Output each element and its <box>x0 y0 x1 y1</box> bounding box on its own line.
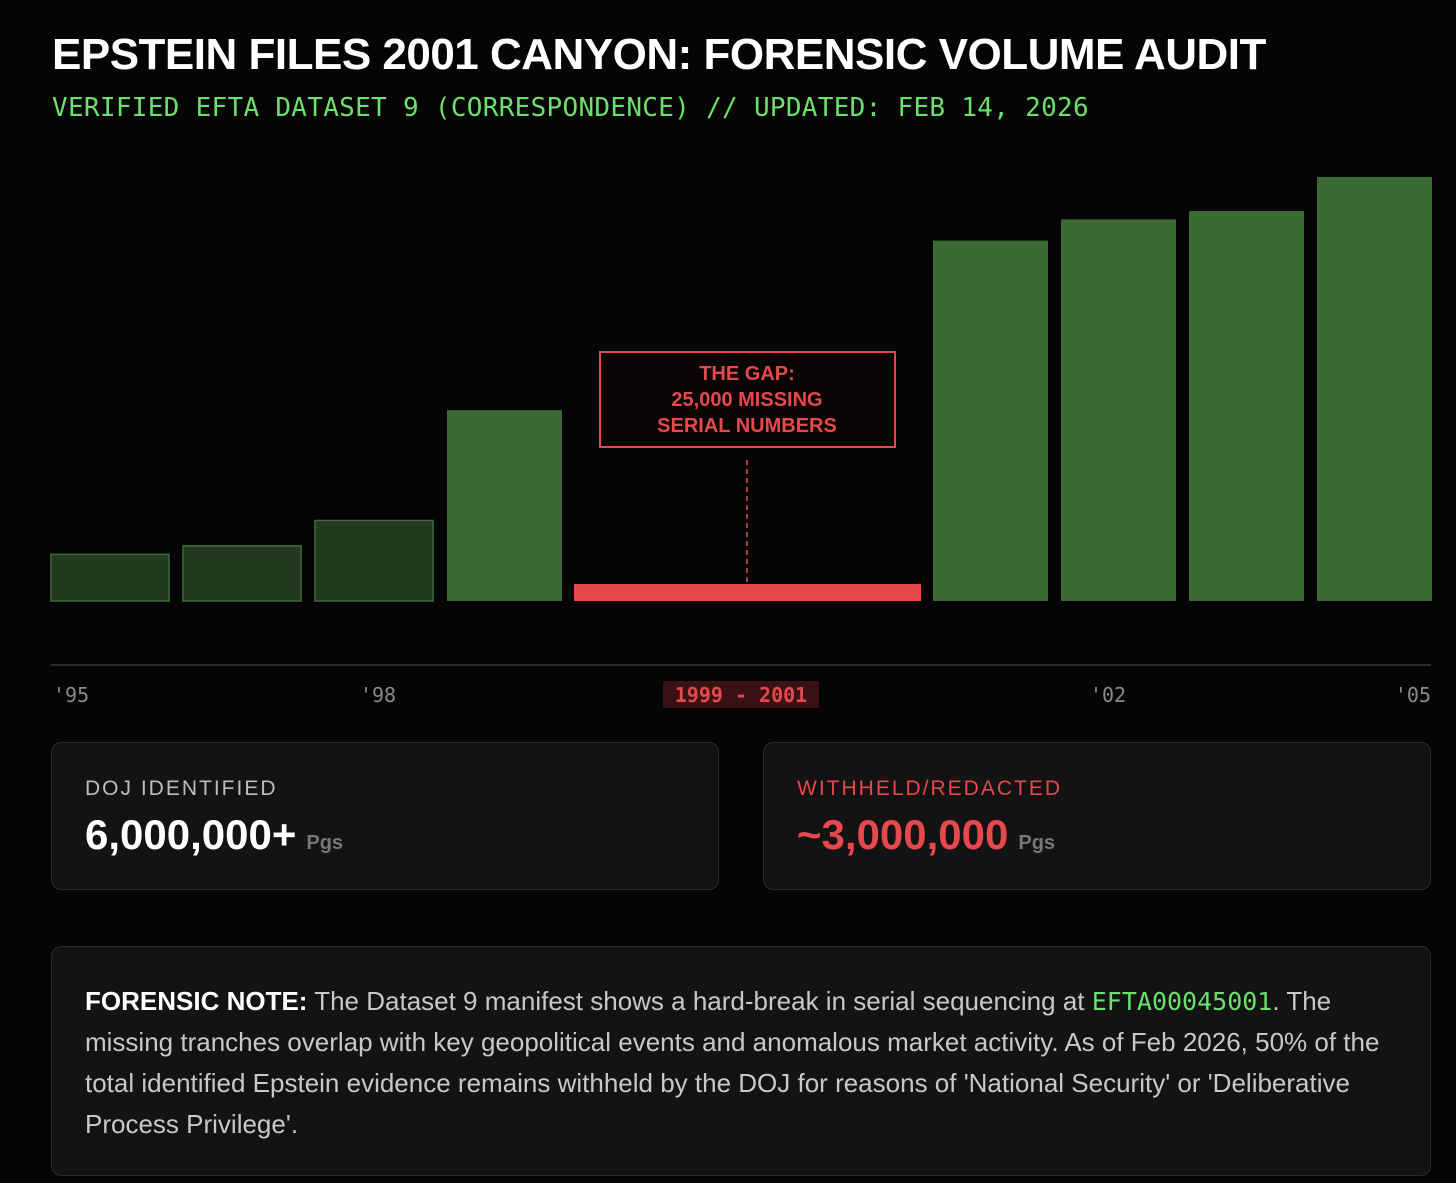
withheld-value-row: ~3,000,000 Pgs <box>797 811 1055 859</box>
withheld-label: WITHHELD/REDACTED <box>797 777 1063 800</box>
bar-2003 <box>1061 219 1176 601</box>
tick-label: '05 <box>1395 683 1431 707</box>
volume-bar-chart: '95 '98 1999 - 2001 '02 '05 THE GAP: 25,000 MI… <box>50 177 1432 708</box>
bar-1996 <box>182 545 302 602</box>
gap-annotation-line: THE GAP: <box>699 363 795 385</box>
withheld-value: ~3,000,000 <box>797 811 1009 858</box>
tick-label-gap: 1999 - 2001 <box>675 683 807 707</box>
bar-1999-2001 <box>574 584 921 601</box>
gap-tick-highlight <box>663 681 819 708</box>
bar-2004 <box>1189 210 1304 602</box>
gap-annotation-line: SERIAL NUMBERS <box>657 415 837 437</box>
identified-value: 6,000,000+ <box>85 811 297 858</box>
tick-label: '02 <box>1090 683 1126 707</box>
withheld-unit: Pgs <box>1018 832 1056 854</box>
gap-annotation-box <box>599 351 896 448</box>
identified-label: DOJ IDENTIFIED <box>85 777 278 800</box>
note-text-before: The Dataset 9 manifest shows a hard-brea… <box>307 986 1092 1016</box>
identified-card: DOJ IDENTIFIED 6,000,000+ Pgs <box>51 742 719 890</box>
gap-annotation-line: 25,000 MISSING <box>671 389 822 411</box>
bar-1998 <box>447 410 562 601</box>
bar-1997 <box>314 519 434 602</box>
identified-unit: Pgs <box>306 832 344 854</box>
tick-label: '95 <box>53 683 89 707</box>
note-serial-code: EFTA00045001 <box>1091 987 1273 1016</box>
note-text-after: . The missing tranches overlap with key … <box>85 986 1380 1139</box>
identified-value-row: 6,000,000+ Pgs <box>85 811 343 859</box>
forensic-note: FORENSIC NOTE: The Dataset 9 manifest sh… <box>51 946 1431 1176</box>
page-subtitle: VERIFIED EFTA DATASET 9 (CORRESPONDENCE)… <box>52 93 1089 123</box>
page-title: EPSTEIN FILES 2001 CANYON: FORENSIC VOLU… <box>52 30 1266 79</box>
note-heading: FORENSIC NOTE: <box>85 986 308 1016</box>
bar-2005 <box>1317 177 1432 601</box>
withheld-card: WITHHELD/REDACTED ~3,000,000 Pgs <box>763 742 1431 890</box>
tick-label: '98 <box>360 683 396 707</box>
bar-1995 <box>50 553 170 602</box>
bar-2002 <box>933 240 1048 601</box>
